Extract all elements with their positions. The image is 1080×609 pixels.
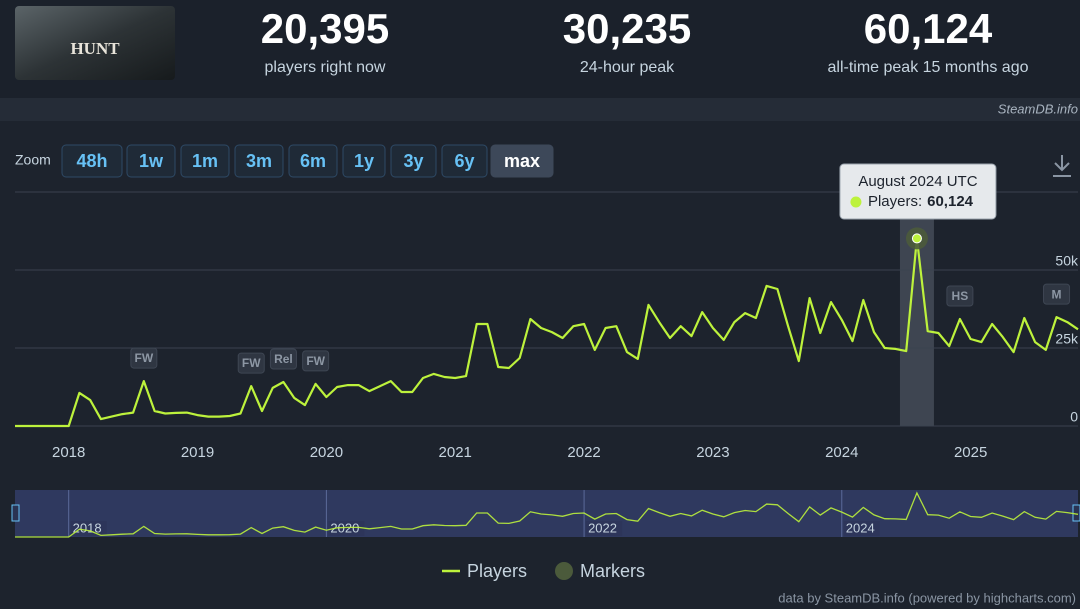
navigator-label-bg [328,521,365,536]
zoom-button-label[interactable]: 6m [300,151,326,171]
legend-marker[interactable] [555,562,573,580]
stats: 20,395 players right now 30,235 24-hour pea… [261,5,1029,76]
zoom-label: Zoom [15,152,51,168]
marker-label[interactable]: FW [242,356,261,370]
x-tick-label: 2023 [696,444,729,461]
zoom-button[interactable] [288,144,338,178]
zoom-button[interactable] [342,144,386,178]
marker-flag[interactable] [237,352,265,374]
tooltip-swatch [850,196,862,208]
zoom-button-label[interactable]: 1y [354,151,374,171]
tooltip: August 2024 UTC Players: 60,124 [839,163,997,250]
credits[interactable]: data by SteamDB.info (powered by highcha… [778,590,1076,605]
legend-label[interactable]: Players [467,561,527,581]
navigator-label: 2024 [846,520,875,535]
y-tick-label: 50k [1055,253,1079,269]
zoom-button[interactable] [234,144,284,178]
zoom-button-label[interactable]: 1w [139,151,164,171]
game-logo: HUNT [70,39,120,58]
zoom-button[interactable] [490,144,554,178]
navigator-handle[interactable] [1072,504,1080,522]
marker-flag[interactable] [269,348,297,370]
hover-band [899,192,934,426]
zoom-button-label[interactable]: 48h [76,151,107,171]
marker-label[interactable]: M [1052,287,1062,301]
marker-flag[interactable] [946,285,974,307]
tooltip-value: 60,124 [927,193,974,210]
zoom-button[interactable] [180,144,230,178]
download-icon[interactable] [1053,155,1071,177]
navigator-label: 2018 [73,520,102,535]
marker-label[interactable]: Rel [274,352,293,366]
plot: 0 25k 50k 2018 2019 2020 2021 2022 2023 2024 2025 F… [15,237,1079,461]
marker-flag[interactable] [1043,283,1071,305]
navigator: 2018 2020 2022 2024 [15,490,1079,538]
header-bg [0,0,1080,98]
series-line [15,237,1079,428]
source-band [0,98,1080,121]
hover-point [911,233,922,244]
game-image[interactable] [15,6,175,80]
marker-label[interactable]: HS [952,289,969,303]
x-tick-label: 2020 [310,444,343,461]
x-tick-label: 2019 [181,444,214,461]
y-tick-label: 0 [1070,409,1078,425]
navigator-label-bg [586,521,623,536]
zoom-button-label[interactable]: 6y [454,151,474,171]
x-tick-label: 2018 [52,444,85,461]
legend-label[interactable]: Markers [580,561,645,581]
marker-flag[interactable] [130,347,158,369]
tooltip-box [839,163,997,220]
zoom-buttons: 48h 1w 1m 3m 6m 1y 3y 6y max [61,144,554,178]
zoom-button[interactable] [126,144,176,178]
stat-value: 30,235 [563,5,691,52]
stat-value: 20,395 [261,5,389,52]
navigator-label-bg [843,521,880,536]
zoom-button[interactable] [390,144,437,178]
zoom-button[interactable] [61,144,123,178]
tooltip-label: Players: [868,193,922,210]
navigator-label: 2022 [588,520,617,535]
zoom-button[interactable] [441,144,488,178]
stat-value: 60,124 [864,5,993,52]
x-tick-label: 2024 [825,444,858,461]
marker-label[interactable]: FW [306,354,325,368]
tooltip-title: August 2024 UTC [858,173,977,190]
stat-label: 24-hour peak [580,59,675,76]
navigator-selection[interactable] [15,490,1078,537]
marker-flag[interactable] [302,350,330,372]
legend: Players Markers [442,561,645,581]
x-tick-label: 2021 [439,444,472,461]
navigator-handle[interactable] [11,504,20,522]
zoom-button-label[interactable]: max [504,151,540,171]
zoom-button-label[interactable]: 1m [192,151,218,171]
y-tick-label: 25k [1055,331,1079,347]
navigator-line [15,491,1079,538]
x-tick-label: 2022 [567,444,600,461]
x-tick-label: 2025 [954,444,987,461]
source[interactable]: SteamDB.info [998,101,1078,116]
marker-label[interactable]: FW [135,351,154,365]
stat-label: players right now [265,59,386,76]
zoom-button-label[interactable]: 3y [403,151,423,171]
navigator-label-bg [70,521,107,536]
stat-label: all-time peak 15 months ago [828,59,1029,76]
zoom-button-label[interactable]: 3m [246,151,272,171]
